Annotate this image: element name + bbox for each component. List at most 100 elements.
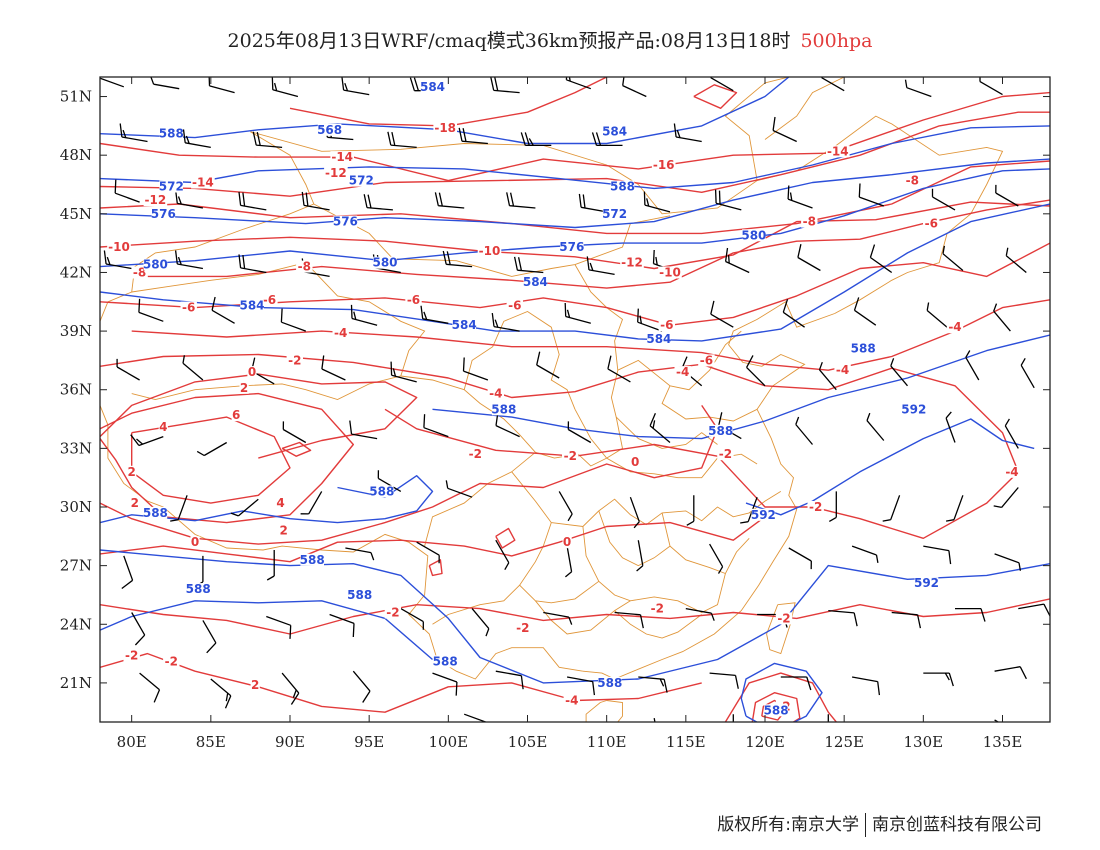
wind-barb bbox=[543, 611, 573, 625]
temperature-contour bbox=[428, 559, 443, 577]
label-halo bbox=[602, 125, 627, 138]
label-halo bbox=[180, 301, 197, 314]
boundary-line bbox=[582, 526, 750, 614]
temperature-contour-label: -2 bbox=[777, 611, 790, 625]
label-halo bbox=[620, 256, 644, 269]
temperature-labels: -18-14-16-14-12-14-12-8-8 -6-10-8-10-12-1… bbox=[107, 121, 1021, 713]
height-contour bbox=[100, 125, 1050, 190]
wind-barb bbox=[994, 666, 1027, 680]
temperature-contour-label: -4 bbox=[836, 363, 849, 377]
wind-barb bbox=[649, 413, 671, 443]
temperature-contour bbox=[751, 692, 801, 722]
wind-barb bbox=[795, 416, 813, 445]
label-halo bbox=[240, 299, 264, 312]
boundary-line bbox=[432, 522, 552, 625]
wind-barb bbox=[904, 79, 932, 98]
wind-barb bbox=[586, 256, 615, 276]
label-halo bbox=[247, 366, 257, 379]
label-halo bbox=[562, 536, 572, 549]
label-halo bbox=[151, 207, 176, 220]
wind-barb bbox=[471, 608, 490, 637]
temperature-contour bbox=[100, 392, 354, 524]
wind-barb bbox=[564, 302, 591, 324]
wind-barb bbox=[866, 412, 885, 441]
wind-barb bbox=[1020, 357, 1035, 389]
height-contour-label: 588 bbox=[708, 424, 733, 438]
label-halo bbox=[370, 485, 394, 498]
height-contour-label: 588 bbox=[143, 506, 168, 520]
height-contour-label: 576 bbox=[559, 240, 584, 254]
temperature-contour-label: 2 bbox=[128, 465, 136, 479]
wind-barb bbox=[685, 607, 715, 621]
chart-title: 2025年08月13日WRF/cmaq模式36km预报产品:08月13日18时 5… bbox=[0, 26, 1100, 53]
height-contour-label: 572 bbox=[159, 180, 184, 194]
wind-barb bbox=[673, 123, 702, 143]
wind-barb bbox=[139, 672, 161, 703]
label-halo bbox=[250, 678, 260, 691]
label-halo bbox=[751, 508, 776, 521]
map-axes: 51N 48N 45N 42N 39N 36N 33N 30N 27N 24N 21N 80E 85E 9… bbox=[60, 77, 1050, 751]
boundary-line bbox=[131, 264, 624, 467]
wind-barb bbox=[891, 611, 922, 629]
lat-tick-label: 21N bbox=[60, 674, 92, 692]
label-halo bbox=[296, 260, 313, 273]
wind-barb bbox=[182, 355, 204, 381]
label-halo bbox=[324, 166, 348, 179]
wind-barb bbox=[400, 608, 424, 630]
label-halo bbox=[1003, 465, 1021, 478]
wind-barb bbox=[491, 313, 520, 332]
temperature-contour-label: -6 bbox=[700, 353, 713, 367]
wind-barb bbox=[821, 77, 845, 92]
temperature-contour-label: 0 bbox=[191, 535, 199, 549]
label-halo bbox=[123, 649, 140, 662]
label-halo bbox=[317, 123, 342, 136]
boundary-line bbox=[519, 580, 600, 604]
wind-barb bbox=[653, 717, 656, 722]
wind-barb bbox=[150, 77, 180, 90]
label-halo bbox=[349, 174, 373, 187]
label-halo bbox=[420, 80, 445, 93]
footer-separator bbox=[865, 813, 866, 837]
temperature-contour-label: -18 bbox=[434, 121, 456, 135]
temperature-contour-label: -12 bbox=[145, 193, 167, 207]
temperature-contour-label: -4 bbox=[676, 365, 689, 379]
height-labels: 584 588 568 584 572 572 588 576 576 572 576 580 580 5… bbox=[143, 80, 939, 717]
label-halo bbox=[286, 354, 303, 367]
label-halo bbox=[158, 420, 168, 433]
wind-barb bbox=[210, 678, 232, 709]
wind-barb bbox=[349, 420, 378, 440]
wind-barb bbox=[121, 555, 134, 590]
label-halo bbox=[239, 381, 249, 394]
wind-barb bbox=[116, 358, 140, 381]
temperature-contour bbox=[100, 160, 1050, 235]
height-contour-label: 576 bbox=[333, 215, 358, 229]
temperature-contour-label: 6 bbox=[232, 408, 240, 422]
wind-barb bbox=[103, 250, 132, 270]
temperature-contour-label: 0 bbox=[631, 455, 639, 469]
height-contour-label: 584 bbox=[602, 125, 627, 139]
height-contour-label: 588 bbox=[764, 703, 789, 717]
temperature-contour bbox=[100, 111, 1050, 197]
wind-barb bbox=[442, 250, 473, 268]
wind-barb bbox=[300, 491, 323, 515]
lat-tick-label: 45N bbox=[60, 205, 92, 223]
boundary-line bbox=[614, 610, 702, 639]
label-halo bbox=[163, 655, 180, 668]
label-halo bbox=[477, 245, 502, 257]
title-pressure-level: 500hpa bbox=[800, 30, 873, 52]
wind-barb bbox=[828, 491, 837, 522]
lon-tick-label: 120E bbox=[745, 733, 785, 751]
label-halo bbox=[834, 364, 851, 377]
wind-barb bbox=[341, 77, 370, 96]
temperature-contour bbox=[100, 91, 1050, 182]
boundary-line bbox=[585, 700, 623, 722]
label-halo bbox=[610, 180, 635, 193]
wind-barb bbox=[788, 547, 812, 570]
wind-barb bbox=[350, 304, 378, 326]
height-contour bbox=[100, 203, 1050, 342]
lat-tick-label: 24N bbox=[60, 615, 92, 633]
temperature-contour-label: -2 bbox=[288, 353, 301, 367]
temperature-contour-label: -14 bbox=[331, 150, 353, 164]
label-halo bbox=[190, 536, 200, 549]
